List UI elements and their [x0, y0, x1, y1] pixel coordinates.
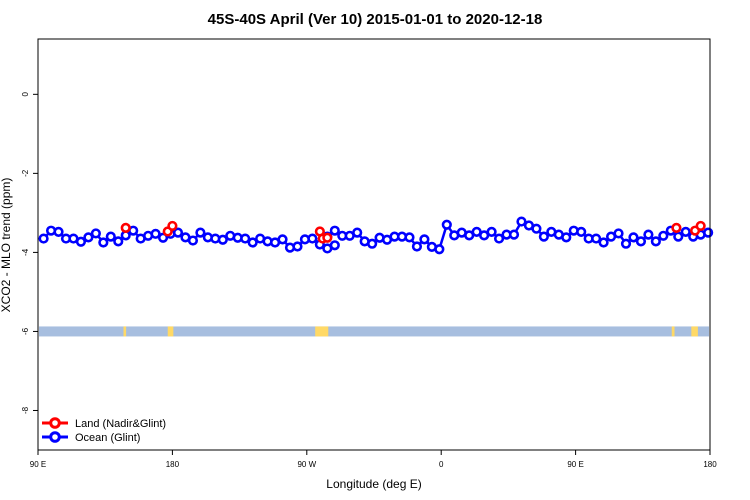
y-tick-label: -6	[21, 327, 30, 335]
chart-title: 45S-40S April (Ver 10) 2015-01-01 to 202…	[208, 11, 543, 28]
x-tick-label: 90 E	[30, 460, 46, 469]
legend-land-marker	[51, 419, 60, 428]
y-axis: 0 -2 -4 -6 -8	[21, 92, 38, 414]
surface-band	[39, 326, 709, 336]
ocean-point	[674, 233, 682, 241]
x-tick-label: 180	[166, 460, 180, 469]
ocean-point	[331, 227, 339, 235]
ocean-point	[540, 233, 548, 241]
x-axis-label: Longitude (deg E)	[326, 477, 421, 491]
x-tick-label: 0	[439, 460, 444, 469]
x-tick-label: 90 W	[297, 460, 316, 469]
ocean-point	[622, 240, 630, 248]
ocean-point	[704, 229, 712, 237]
land-point	[673, 224, 681, 232]
ocean-point	[660, 232, 668, 240]
ocean-point	[562, 234, 570, 242]
ocean-point	[189, 237, 197, 245]
ocean-point	[331, 241, 339, 249]
ocean-point	[368, 240, 376, 248]
y-axis-label: XCO2 - MLO trend (ppm)	[0, 178, 13, 313]
x-tick-label: 90 E	[567, 460, 583, 469]
ocean-point	[682, 228, 690, 236]
ocean-band	[39, 326, 709, 336]
ocean-point	[421, 236, 429, 244]
ocean-point	[279, 236, 287, 244]
legend-ocean-marker	[51, 433, 60, 442]
y-tick-label: 0	[21, 92, 30, 97]
ocean-point	[600, 239, 608, 247]
ocean-point	[114, 238, 122, 246]
ocean-point	[615, 230, 623, 238]
y-tick-label: -4	[21, 248, 30, 256]
ocean-point	[92, 230, 100, 238]
legend-land-label: Land (Nadir&Glint)	[75, 418, 166, 430]
land-point	[122, 224, 130, 232]
ocean-point	[406, 234, 414, 242]
x-tick-label: 180	[703, 460, 717, 469]
ocean-point	[294, 243, 302, 251]
land-band-segment	[672, 326, 675, 336]
ocean-point	[436, 245, 444, 253]
ocean-point	[510, 231, 518, 239]
series-layer	[40, 218, 712, 253]
land-band-segment	[168, 326, 174, 336]
ocean-point	[652, 238, 660, 246]
ocean-point	[353, 229, 361, 237]
ocean-point	[197, 229, 205, 237]
x-axis: 90 E 180 90 W 0 90 E 180	[30, 450, 717, 469]
ocean-point	[100, 239, 108, 247]
land-band-segment	[123, 326, 126, 336]
y-tick-label: -8	[21, 406, 30, 414]
ocean-point	[309, 235, 317, 243]
ocean-point	[533, 225, 541, 233]
legend-ocean-label: Ocean (Glint)	[75, 432, 140, 444]
ocean-point	[645, 231, 653, 239]
land-point	[697, 222, 705, 230]
legend: Land (Nadir&Glint) Ocean (Glint)	[42, 418, 166, 444]
ocean-point	[488, 228, 496, 236]
ocean-point	[413, 243, 421, 251]
ocean-point	[577, 228, 585, 236]
land-band-segment	[691, 326, 698, 336]
ocean-point	[107, 233, 115, 241]
land-band-segment	[315, 326, 328, 336]
ocean-point	[443, 221, 451, 229]
ocean-point	[40, 235, 48, 243]
land-point	[324, 234, 332, 242]
land-point	[169, 222, 177, 230]
ocean-point	[55, 228, 63, 236]
ocean-point	[637, 238, 645, 246]
y-tick-label: -2	[21, 169, 30, 177]
